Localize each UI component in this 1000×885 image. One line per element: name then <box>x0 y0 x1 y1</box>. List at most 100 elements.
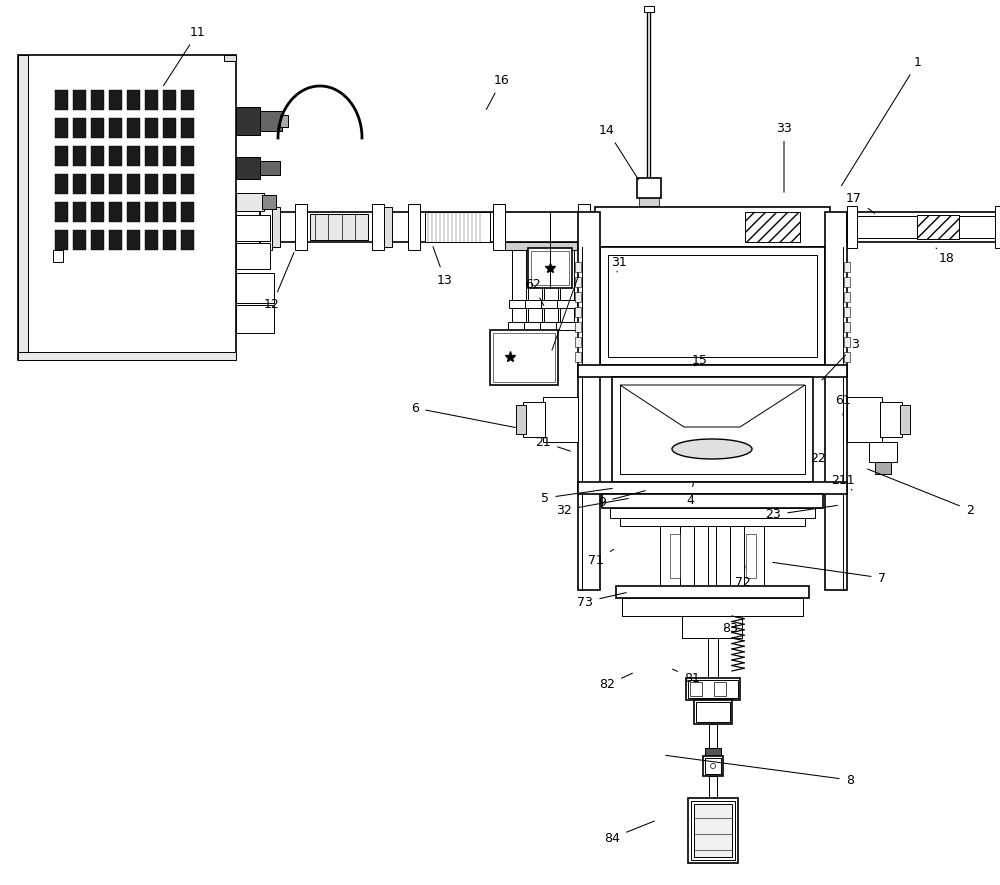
Bar <box>109 174 122 194</box>
Bar <box>703 756 723 776</box>
Bar <box>18 352 236 360</box>
Bar <box>523 402 545 437</box>
Text: 18: 18 <box>936 248 955 265</box>
Bar <box>163 146 176 166</box>
Bar <box>544 308 558 322</box>
Bar <box>505 242 577 250</box>
Bar <box>73 174 86 194</box>
Bar <box>705 748 721 756</box>
Bar <box>127 118 140 138</box>
Polygon shape <box>620 385 805 427</box>
Text: 2: 2 <box>868 469 974 517</box>
Bar <box>560 250 574 300</box>
Text: 1: 1 <box>841 56 922 186</box>
Bar <box>995 206 1000 248</box>
Text: 61: 61 <box>835 394 851 415</box>
Bar <box>127 230 140 250</box>
Bar <box>543 397 578 442</box>
Bar <box>560 308 574 322</box>
Bar <box>163 90 176 110</box>
Bar <box>260 212 655 242</box>
Bar <box>844 277 850 287</box>
Bar <box>181 174 194 194</box>
Bar <box>744 526 764 586</box>
Bar <box>644 6 654 12</box>
Bar <box>55 202 68 222</box>
Bar <box>91 90 104 110</box>
Bar <box>847 206 857 248</box>
Bar <box>408 204 420 250</box>
Bar <box>236 193 264 211</box>
Text: 17: 17 <box>846 191 875 213</box>
Bar <box>869 442 897 462</box>
Text: 11: 11 <box>164 26 206 86</box>
Bar <box>181 90 194 110</box>
Bar <box>163 118 176 138</box>
Bar <box>696 702 730 722</box>
Bar <box>181 202 194 222</box>
Bar <box>556 322 578 330</box>
Bar <box>844 352 850 362</box>
Bar <box>163 202 176 222</box>
Bar <box>917 215 959 239</box>
Bar <box>851 216 1000 238</box>
Bar <box>578 212 600 590</box>
Text: 5: 5 <box>541 489 612 504</box>
Bar <box>493 333 555 382</box>
Bar <box>145 174 158 194</box>
Bar <box>528 308 542 322</box>
Bar <box>145 146 158 166</box>
Text: 7: 7 <box>773 562 886 584</box>
Bar <box>705 758 721 774</box>
Bar <box>847 397 882 442</box>
Bar <box>544 250 558 300</box>
Bar <box>709 724 717 749</box>
Text: 4: 4 <box>686 482 694 506</box>
Text: 22: 22 <box>810 448 826 465</box>
Bar <box>880 402 902 437</box>
Bar <box>236 107 260 135</box>
Bar <box>181 230 194 250</box>
Bar <box>575 277 581 287</box>
Bar <box>620 385 805 474</box>
Bar <box>528 250 542 300</box>
Text: 83: 83 <box>722 621 738 635</box>
Bar <box>575 262 581 272</box>
Bar <box>575 337 581 347</box>
Text: 73: 73 <box>577 593 626 609</box>
Bar <box>524 322 546 330</box>
Bar <box>91 174 104 194</box>
Bar <box>691 801 735 860</box>
Text: 21: 21 <box>535 435 570 451</box>
Bar <box>600 242 622 258</box>
Bar <box>127 202 140 222</box>
Bar <box>145 90 158 110</box>
Text: 6: 6 <box>411 402 515 427</box>
Bar <box>592 212 642 242</box>
Bar <box>575 307 581 317</box>
Bar <box>825 212 847 590</box>
Bar <box>145 118 158 138</box>
Text: 32: 32 <box>556 498 628 517</box>
Bar <box>670 534 680 578</box>
Bar <box>55 230 68 250</box>
Bar <box>716 526 730 586</box>
Bar <box>493 204 505 250</box>
Bar <box>578 365 847 377</box>
Bar <box>602 258 620 268</box>
Text: 84: 84 <box>604 821 654 844</box>
Bar <box>163 230 176 250</box>
Bar <box>612 377 813 482</box>
Bar <box>620 518 805 526</box>
Text: 9: 9 <box>598 490 645 509</box>
Bar <box>844 307 850 317</box>
Bar <box>616 586 809 598</box>
Text: 33: 33 <box>776 121 792 192</box>
Bar <box>528 248 572 288</box>
Bar <box>714 682 726 696</box>
Bar <box>686 678 740 700</box>
Bar <box>622 598 803 616</box>
Text: 8: 8 <box>666 756 854 787</box>
Bar <box>490 330 558 385</box>
Bar <box>688 680 738 698</box>
